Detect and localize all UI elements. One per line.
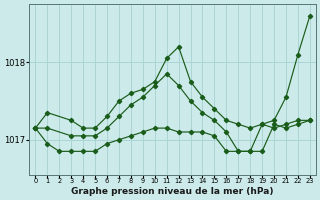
X-axis label: Graphe pression niveau de la mer (hPa): Graphe pression niveau de la mer (hPa) bbox=[71, 187, 274, 196]
